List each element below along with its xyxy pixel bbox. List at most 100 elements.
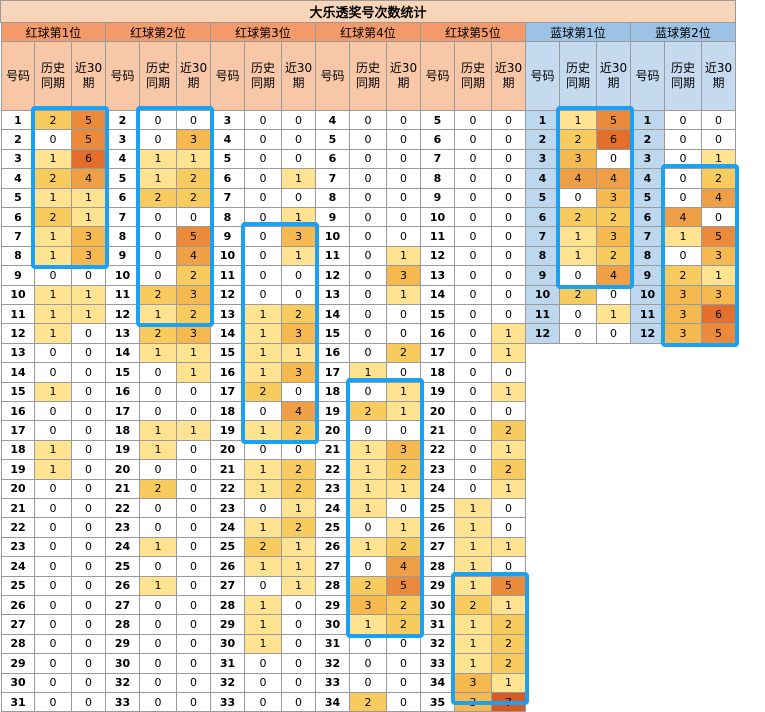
history-count: 0: [665, 130, 702, 150]
ball-number: 30: [106, 654, 140, 674]
recent30-count: 2: [492, 615, 526, 635]
history-count: 0: [350, 324, 387, 344]
history-count: 4: [560, 169, 597, 189]
history-count: 0: [455, 421, 492, 441]
history-count: 0: [350, 654, 387, 674]
recent30-count: 0: [72, 615, 106, 635]
ball-number: 12: [631, 324, 665, 344]
ball-number: 9: [1, 266, 35, 286]
history-count: 0: [140, 499, 177, 519]
history-count: 0: [665, 149, 702, 170]
ball-number: 27: [1, 615, 35, 635]
recent30-count: 3: [177, 130, 211, 150]
ball-number: 22: [421, 440, 455, 461]
recent30-count: 7: [492, 693, 526, 712]
history-count: 0: [140, 208, 177, 228]
history-count: 0: [35, 654, 72, 674]
recent30-count: 0: [387, 227, 421, 247]
ball-number: 6: [526, 208, 560, 228]
ball-number: 25: [211, 537, 245, 558]
recent30-count: 0: [387, 421, 421, 441]
ball-number: 13: [106, 324, 140, 344]
ball-number: 7: [631, 227, 665, 247]
history-count: 0: [455, 246, 492, 267]
history-column-header: 历史 同期: [350, 42, 387, 111]
recent30-count: 1: [492, 596, 526, 616]
group-header: 红球第3位: [211, 23, 316, 42]
history-count: 1: [245, 421, 282, 441]
history-count: 1: [560, 246, 597, 267]
history-count: 0: [140, 615, 177, 635]
history-count: 2: [140, 188, 177, 208]
history-count: 2: [350, 402, 387, 422]
ball-number: 24: [421, 479, 455, 499]
ball-number: 6: [211, 169, 245, 189]
recent30-count: 0: [72, 673, 106, 693]
recent30-count: 0: [72, 382, 106, 402]
ball-number: 4: [526, 169, 560, 189]
recent30-count: 0: [177, 576, 211, 596]
ball-number: 28: [106, 615, 140, 635]
recent30-count: 0: [72, 499, 106, 519]
ball-number: 20: [421, 402, 455, 422]
ball-number: 15: [106, 363, 140, 383]
recent30-count: 1: [702, 149, 736, 170]
recent30-column-header: 近30 期: [702, 42, 736, 111]
history-count: 1: [245, 596, 282, 616]
number-column-header: 号码: [631, 42, 665, 111]
ball-number: 15: [1, 382, 35, 402]
ball-number: 19: [316, 402, 350, 422]
ball-number: 7: [211, 188, 245, 208]
recent30-count: 5: [492, 576, 526, 596]
ball-number: 33: [211, 693, 245, 712]
ball-number: 31: [421, 615, 455, 635]
ball-number: 19: [106, 440, 140, 461]
history-count: 2: [35, 208, 72, 228]
history-count: 0: [455, 343, 492, 364]
number-column-header: 号码: [106, 42, 140, 111]
history-column-header: 历史 同期: [245, 42, 282, 111]
history-count: 0: [245, 499, 282, 519]
history-count: 0: [665, 246, 702, 267]
history-count: 1: [35, 440, 72, 461]
recent30-count: 3: [702, 285, 736, 305]
recent30-count: 0: [282, 440, 316, 461]
ball-number: 4: [1, 169, 35, 189]
recent30-count: 0: [177, 460, 211, 480]
history-count: 1: [455, 634, 492, 655]
history-count: 0: [35, 537, 72, 558]
ball-number: 3: [211, 111, 245, 131]
ball-number: 21: [106, 479, 140, 499]
history-count: 1: [35, 227, 72, 247]
ball-number: 24: [106, 537, 140, 558]
history-count: 2: [350, 576, 387, 596]
recent30-count: 3: [177, 285, 211, 305]
history-count: 2: [560, 208, 597, 228]
recent30-count: 2: [387, 343, 421, 364]
recent30-count: 0: [72, 421, 106, 441]
ball-number: 25: [421, 499, 455, 519]
ball-number: 14: [421, 285, 455, 305]
ball-number: 30: [421, 596, 455, 616]
ball-number: 27: [316, 557, 350, 577]
ball-number: 24: [1, 557, 35, 577]
history-count: 0: [140, 363, 177, 383]
ball-number: 17: [106, 402, 140, 422]
ball-number: 5: [1, 188, 35, 208]
ball-number: 26: [421, 518, 455, 538]
recent30-count: 4: [177, 246, 211, 267]
ball-number: 28: [1, 634, 35, 655]
ball-number: 23: [1, 537, 35, 558]
ball-number: 2: [1, 130, 35, 150]
ball-number: 15: [211, 343, 245, 364]
recent30-count: 0: [702, 111, 736, 131]
history-count: 0: [245, 208, 282, 228]
recent30-count: 0: [177, 111, 211, 131]
recent30-count: 0: [282, 130, 316, 150]
recent30-count: 1: [72, 208, 106, 228]
group-header: 蓝球第2位: [631, 23, 736, 42]
recent30-count: 2: [702, 169, 736, 189]
ball-number: 29: [1, 654, 35, 674]
recent30-count: 0: [702, 208, 736, 228]
history-count: 0: [140, 402, 177, 422]
